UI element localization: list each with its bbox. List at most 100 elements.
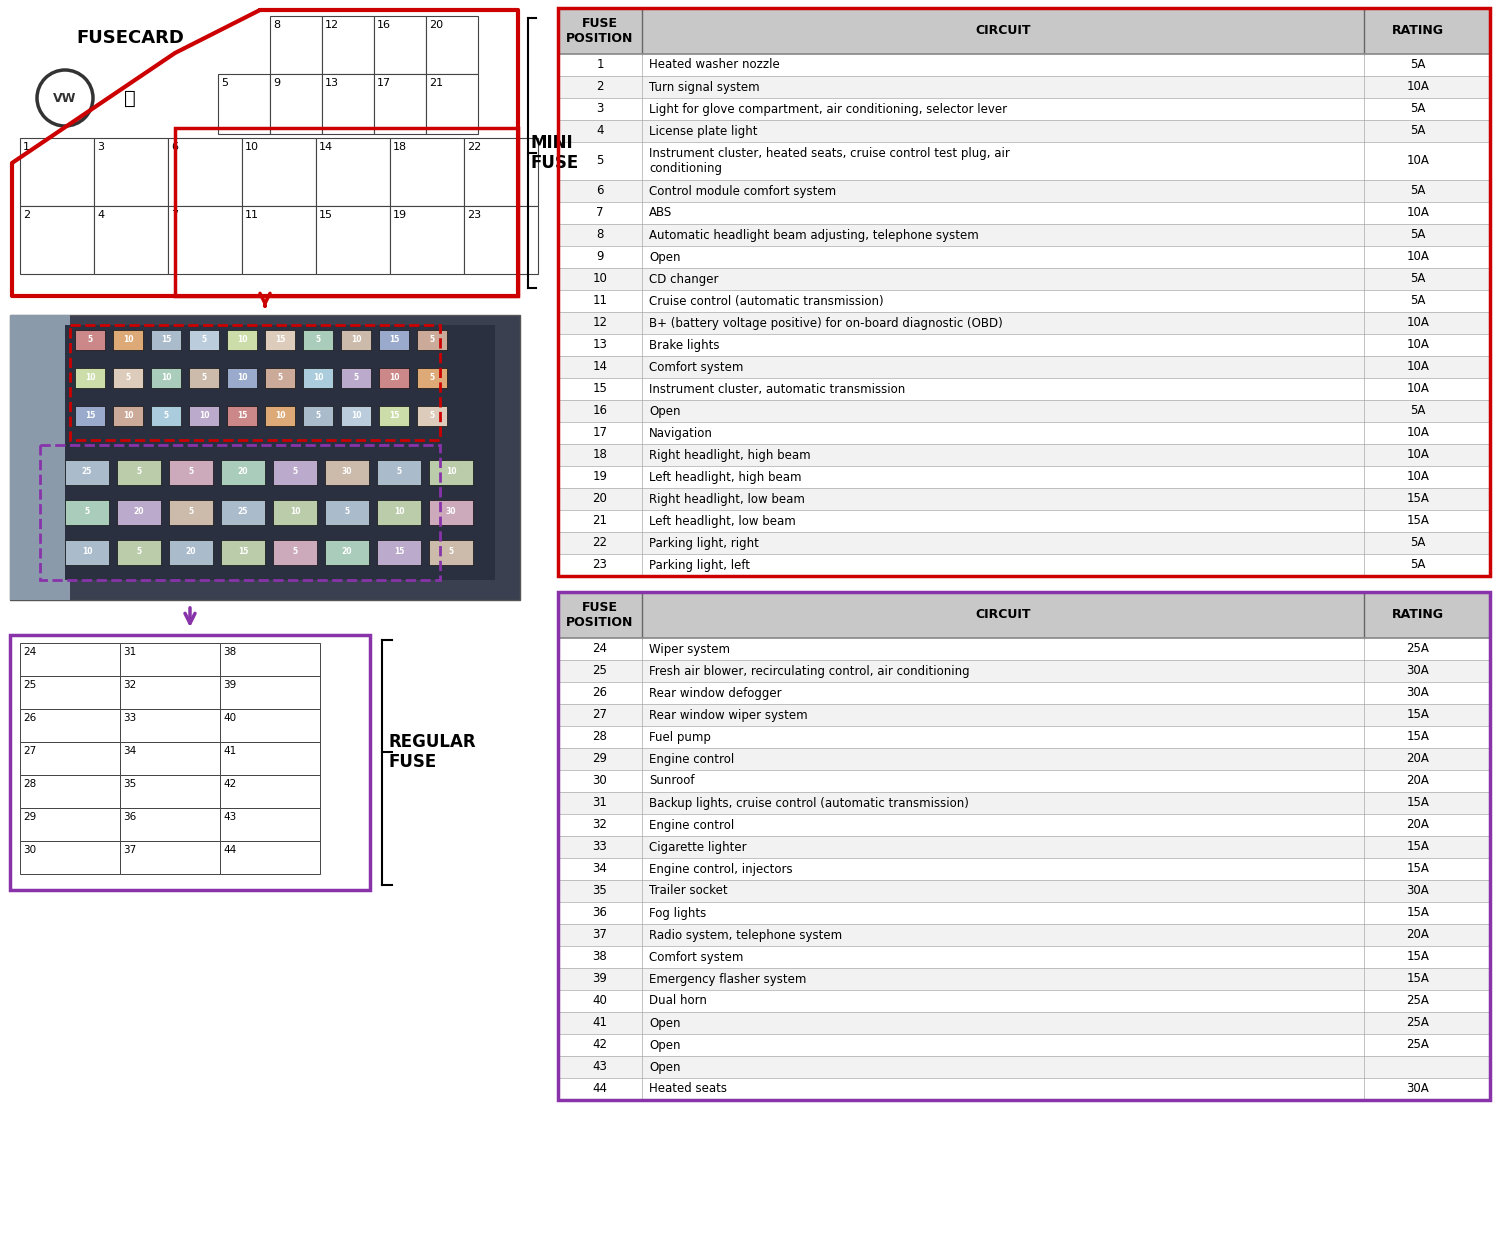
Bar <box>558 946 1490 968</box>
Bar <box>426 74 478 134</box>
Bar <box>75 331 105 350</box>
Bar <box>374 74 426 134</box>
Text: 36: 36 <box>592 906 608 920</box>
Text: 17: 17 <box>592 427 608 439</box>
Text: 30: 30 <box>22 846 36 855</box>
Text: Comfort system: Comfort system <box>650 360 744 374</box>
Text: 41: 41 <box>224 747 237 756</box>
Text: 34: 34 <box>592 863 608 875</box>
Text: 5: 5 <box>429 335 435 344</box>
Bar <box>242 137 316 206</box>
Bar <box>326 540 369 565</box>
Bar <box>417 368 447 387</box>
Text: Engine control: Engine control <box>650 818 734 832</box>
Bar <box>558 378 1490 400</box>
Text: 5A: 5A <box>1410 229 1425 241</box>
Bar <box>558 510 1490 532</box>
Bar <box>558 400 1490 422</box>
Text: Emergency flasher system: Emergency flasher system <box>650 973 807 985</box>
Text: 15A: 15A <box>1407 906 1430 920</box>
Text: Rear window wiper system: Rear window wiper system <box>650 708 807 722</box>
Text: 5: 5 <box>189 468 194 477</box>
Bar <box>226 368 256 387</box>
Text: Navigation: Navigation <box>650 427 712 439</box>
Text: 29: 29 <box>592 753 608 765</box>
Bar <box>558 180 1490 202</box>
Bar <box>273 500 316 525</box>
Text: Instrument cluster, heated seats, cruise control test plug, air
conditioning: Instrument cluster, heated seats, cruise… <box>650 147 1010 175</box>
Bar <box>20 643 120 676</box>
Text: 5: 5 <box>429 411 435 421</box>
Text: 10: 10 <box>351 335 361 344</box>
Bar <box>340 331 370 350</box>
Text: 11: 11 <box>244 210 260 220</box>
Bar <box>189 368 219 387</box>
Bar <box>558 792 1490 815</box>
Text: 1: 1 <box>596 58 603 72</box>
Text: 6: 6 <box>171 142 178 152</box>
Text: Engine control: Engine control <box>650 753 734 765</box>
Text: FUSE
POSITION: FUSE POSITION <box>567 600 633 629</box>
Text: 29: 29 <box>22 812 36 822</box>
Bar <box>94 137 168 206</box>
Text: 39: 39 <box>224 680 237 690</box>
Bar <box>426 16 478 74</box>
Bar <box>558 7 1490 54</box>
Text: 15A: 15A <box>1407 730 1430 744</box>
Bar <box>226 406 256 426</box>
Bar <box>120 643 220 676</box>
Bar <box>558 660 1490 682</box>
Text: 15: 15 <box>237 411 248 421</box>
Bar <box>112 406 142 426</box>
Bar <box>322 74 374 134</box>
Text: 22: 22 <box>466 142 482 152</box>
Text: 25A: 25A <box>1407 1039 1430 1051</box>
Text: 13: 13 <box>592 338 608 352</box>
Text: 5A: 5A <box>1410 272 1425 286</box>
Bar <box>220 841 320 874</box>
Bar <box>376 500 422 525</box>
Text: 10: 10 <box>388 374 399 383</box>
Text: Light for glove compartment, air conditioning, selector lever: Light for glove compartment, air conditi… <box>650 103 1006 115</box>
Text: 25A: 25A <box>1407 994 1430 1008</box>
Bar <box>558 880 1490 903</box>
Text: 20: 20 <box>186 547 196 557</box>
Text: 5: 5 <box>396 468 402 477</box>
Bar <box>558 312 1490 334</box>
Text: 8: 8 <box>597 229 603 241</box>
Bar <box>120 742 220 775</box>
Text: Left headlight, high beam: Left headlight, high beam <box>650 470 801 484</box>
Bar <box>40 444 439 579</box>
Text: Open: Open <box>650 1016 681 1030</box>
Bar <box>64 461 110 485</box>
Bar <box>380 406 410 426</box>
Bar <box>558 592 1490 638</box>
Text: 22: 22 <box>592 536 608 550</box>
Text: Comfort system: Comfort system <box>650 951 744 963</box>
Bar <box>303 331 333 350</box>
Bar <box>558 592 1490 1101</box>
Text: 10A: 10A <box>1407 155 1430 167</box>
Text: 20: 20 <box>592 493 608 505</box>
Text: B+ (battery voltage positive) for on-board diagnostic (OBD): B+ (battery voltage positive) for on-boa… <box>650 317 1002 329</box>
Bar <box>10 314 520 600</box>
Text: 19: 19 <box>393 210 406 220</box>
Text: 13: 13 <box>326 78 339 88</box>
Text: 5: 5 <box>164 411 168 421</box>
Bar <box>464 206 538 274</box>
Text: 5: 5 <box>87 335 93 344</box>
Text: 7: 7 <box>171 210 178 220</box>
Text: ABS: ABS <box>650 207 672 219</box>
Text: License plate light: License plate light <box>650 125 758 137</box>
Text: Open: Open <box>650 250 681 264</box>
Text: 20A: 20A <box>1407 928 1430 942</box>
Bar <box>20 841 120 874</box>
Text: 39: 39 <box>592 973 608 985</box>
Text: 5: 5 <box>292 547 297 557</box>
Bar <box>558 836 1490 858</box>
Bar <box>558 267 1490 290</box>
Text: 43: 43 <box>592 1061 608 1073</box>
Text: 37: 37 <box>123 846 136 855</box>
Text: 8: 8 <box>273 20 280 30</box>
Bar <box>316 206 390 274</box>
